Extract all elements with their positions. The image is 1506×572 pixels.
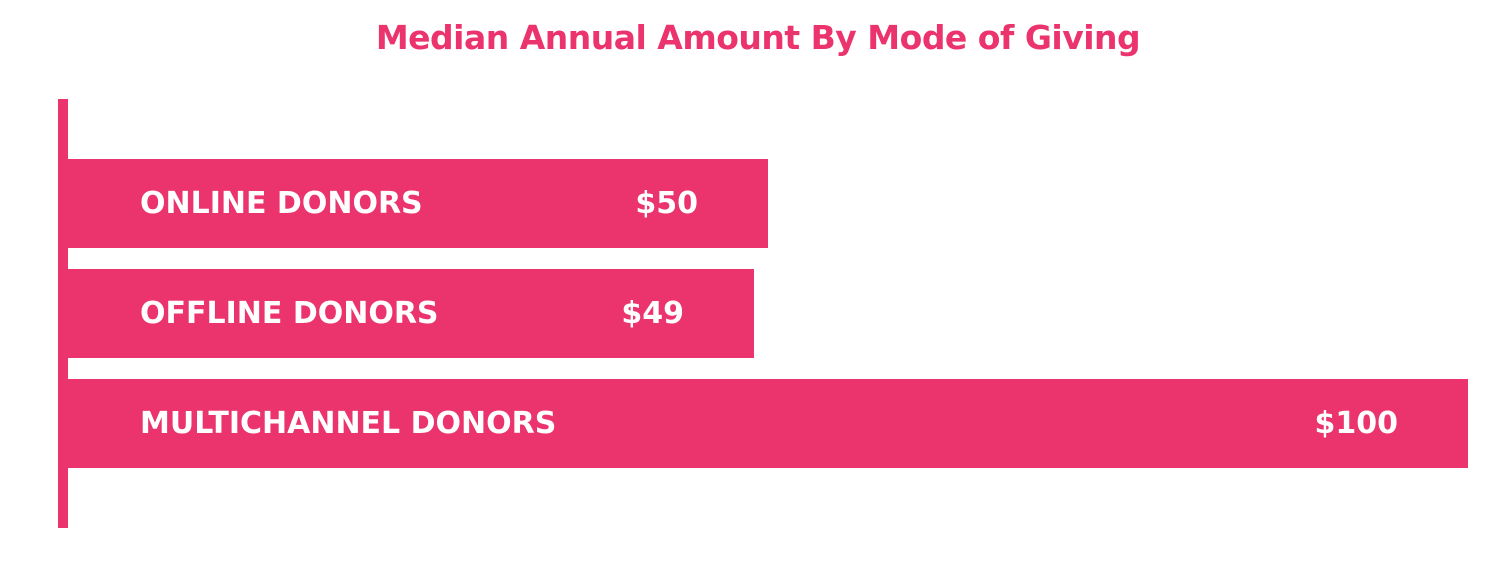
- value-label-multichannel-donors: $100: [1315, 406, 1399, 441]
- value-label-offline-donors: $49: [621, 296, 684, 331]
- bars-layer: ONLINE DONORS $50 OFFLINE DONORS $49 MULTICH…: [68, 159, 1468, 468]
- y-axis-line: [58, 99, 68, 528]
- category-label-offline-donors: OFFLINE DONORS: [140, 296, 439, 331]
- category-label-multichannel-donors: MULTICHANNEL DONORS: [140, 406, 556, 441]
- chart-title: Median Annual Amount By Mode of Giving: [375, 18, 1141, 57]
- bar-offline-donors: [68, 269, 754, 358]
- value-label-online-donors: $50: [635, 186, 698, 221]
- bar-online-donors: [68, 159, 768, 248]
- bar-multichannel-donors: [68, 379, 1468, 468]
- category-label-online-donors: ONLINE DONORS: [140, 186, 423, 221]
